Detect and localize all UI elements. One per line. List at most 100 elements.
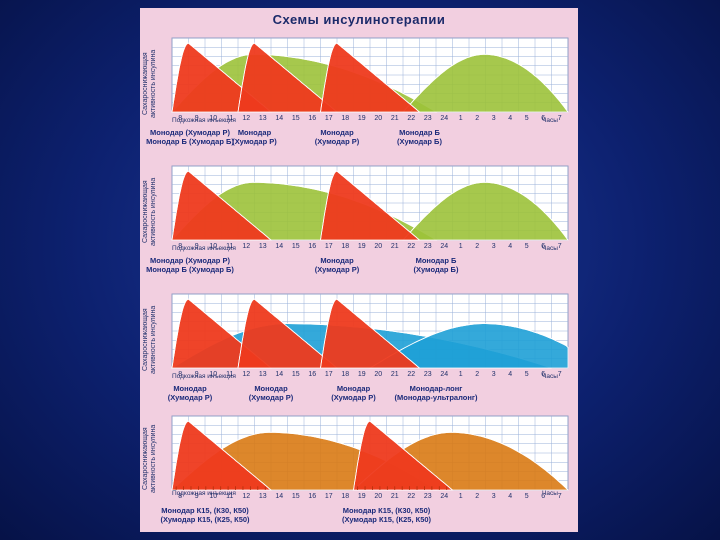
series-annotation: Монодар-лонг (Монодар-ультралонг) bbox=[394, 384, 478, 402]
series-2-line bbox=[171, 170, 272, 241]
x-tick-label: 15 bbox=[292, 243, 300, 250]
x-tick-label: 22 bbox=[407, 371, 415, 378]
x-tick-label: 22 bbox=[407, 115, 415, 122]
x-tick-label: 16 bbox=[308, 493, 316, 500]
chart-title: Схемы инсулинотерапии bbox=[272, 12, 446, 27]
x-tick-label: 15 bbox=[292, 493, 300, 500]
x-tick-label: 7 bbox=[558, 115, 562, 122]
x-tick-label: 22 bbox=[407, 243, 415, 250]
x-tick-label: 24 bbox=[440, 371, 448, 378]
x-tick-label: 4 bbox=[508, 243, 512, 250]
series-annotation: Монодар (Хумодар Р) bbox=[248, 384, 294, 402]
x-tick-label: 14 bbox=[275, 493, 283, 500]
x-tick-label: 17 bbox=[325, 115, 333, 122]
x-tick-label: 20 bbox=[374, 493, 382, 500]
x-tick-label: 22 bbox=[407, 493, 415, 500]
series-annotation: Монодар К15, (К30, К50) (Хумодар К15, (К… bbox=[160, 506, 250, 524]
x-tick-label: 17 bbox=[325, 243, 333, 250]
x-tick-label: 4 bbox=[508, 371, 512, 378]
x-tick-label: 10 bbox=[209, 115, 217, 122]
x-tick-label: 12 bbox=[242, 371, 250, 378]
x-tick-label: 7 bbox=[558, 493, 562, 500]
series-annotation: Монодар (Хумодар Р) bbox=[314, 256, 360, 274]
hours-label: Часы bbox=[542, 490, 558, 497]
series-annotation: Монодар (Хумодар Р) bbox=[167, 384, 213, 402]
x-tick-label: 20 bbox=[374, 371, 382, 378]
series-annotation: Монодар (Хумодар Р) bbox=[331, 384, 376, 402]
x-tick-label: 19 bbox=[358, 243, 366, 250]
x-tick-label: 12 bbox=[242, 243, 250, 250]
series-annotation: Монодар (Хумодар Р) Монодар Б (Хумодар Б… bbox=[146, 128, 234, 146]
x-tick-label: 6 bbox=[541, 243, 545, 250]
x-tick-label: 16 bbox=[308, 115, 316, 122]
x-tick-label: 9 bbox=[195, 371, 199, 378]
x-tick-label: 11 bbox=[226, 493, 233, 500]
series-4-line bbox=[320, 42, 420, 113]
x-tick-label: 3 bbox=[492, 243, 496, 250]
x-tick-label: 13 bbox=[259, 243, 267, 250]
x-tick-label: 9 bbox=[195, 243, 199, 250]
x-tick-label: 21 bbox=[391, 115, 399, 122]
series-annotation: Монодар (Хумодар Р) Монодар Б (Хумодар Б… bbox=[146, 256, 234, 274]
series-3-line bbox=[237, 42, 338, 113]
x-tick-label: 9 bbox=[195, 115, 199, 122]
x-tick-label: 8 bbox=[178, 493, 182, 500]
series-1-line bbox=[402, 53, 569, 113]
hours-label: Часы bbox=[542, 117, 558, 124]
x-tick-label: 3 bbox=[492, 371, 496, 378]
hours-label: Часы bbox=[542, 245, 558, 252]
x-tick-label: 14 bbox=[275, 371, 283, 378]
x-tick-label: 15 bbox=[292, 371, 300, 378]
x-tick-label: 16 bbox=[308, 243, 316, 250]
series-annotation: Монодар Б (Хумодар Б) bbox=[413, 256, 459, 274]
x-tick-label: 19 bbox=[358, 371, 366, 378]
series-3-line bbox=[353, 420, 453, 491]
chart-3: Сахароснижающая активность инсулина 8 9 10… bbox=[140, 288, 578, 410]
x-tick-label: 23 bbox=[424, 493, 432, 500]
x-tick-label: 19 bbox=[358, 115, 366, 122]
series-3-line bbox=[320, 170, 420, 241]
series-1-line bbox=[402, 181, 569, 241]
x-tick-label: 21 bbox=[391, 493, 399, 500]
x-tick-label: 16 bbox=[308, 371, 316, 378]
x-tick-label: 11 bbox=[226, 115, 233, 122]
x-tick-label: 1 bbox=[459, 243, 463, 250]
x-tick-label: 18 bbox=[341, 115, 349, 122]
x-tick-label: 5 bbox=[525, 115, 529, 122]
x-tick-label: 10 bbox=[209, 243, 217, 250]
x-tick-label: 23 bbox=[424, 115, 432, 122]
x-tick-label: 9 bbox=[195, 493, 199, 500]
x-tick-label: 6 bbox=[541, 371, 545, 378]
x-tick-label: 18 bbox=[341, 493, 349, 500]
x-tick-label: 17 bbox=[325, 493, 333, 500]
injection-label: Подкожная инъекция bbox=[172, 490, 236, 497]
x-tick-label: 13 bbox=[259, 371, 267, 378]
x-tick-label: 2 bbox=[475, 115, 479, 122]
x-tick-label: 5 bbox=[525, 243, 529, 250]
chart-1: Сахароснижающая активность инсулина 8 9 10… bbox=[140, 32, 578, 160]
series-annotation: Монодар Б (Хумодар Б) bbox=[397, 128, 442, 146]
x-tick-label: 21 bbox=[391, 243, 399, 250]
chart-2: Сахароснижающая активность инсулина 8 9 10… bbox=[140, 160, 578, 288]
chart-4-plot: 8 9 10 11 12 13 14 15 16 17 18 19 20 21 22 23 24 1 2 3 4 5 6 7 bbox=[170, 415, 569, 500]
x-tick-label: 11 bbox=[226, 371, 233, 378]
series-annotation: Монодар (Хумодар Р) bbox=[314, 128, 360, 146]
x-tick-label: 18 bbox=[341, 243, 349, 250]
series-2-line bbox=[171, 420, 272, 491]
x-tick-label: 8 bbox=[178, 115, 182, 122]
x-tick-label: 1 bbox=[459, 115, 463, 122]
x-tick-label: 23 bbox=[424, 371, 432, 378]
x-tick-label: 4 bbox=[508, 493, 512, 500]
x-tick-label: 2 bbox=[475, 493, 479, 500]
x-tick-label: 3 bbox=[492, 493, 496, 500]
x-tick-label: 7 bbox=[558, 371, 562, 378]
x-tick-label: 11 bbox=[226, 243, 233, 250]
x-tick-label: 21 bbox=[391, 371, 399, 378]
x-tick-label: 20 bbox=[374, 243, 382, 250]
x-tick-label: 17 bbox=[325, 371, 333, 378]
chart-panel: Схемы инсулинотерапии Сахароснижающая ак… bbox=[140, 8, 578, 532]
chart-4: Сахароснижающая активность инсулина 8 9 10… bbox=[140, 410, 578, 532]
x-tick-label: 14 bbox=[275, 115, 283, 122]
injection-label: Подкожная инъекция bbox=[172, 245, 236, 252]
x-tick-label: 7 bbox=[558, 243, 562, 250]
